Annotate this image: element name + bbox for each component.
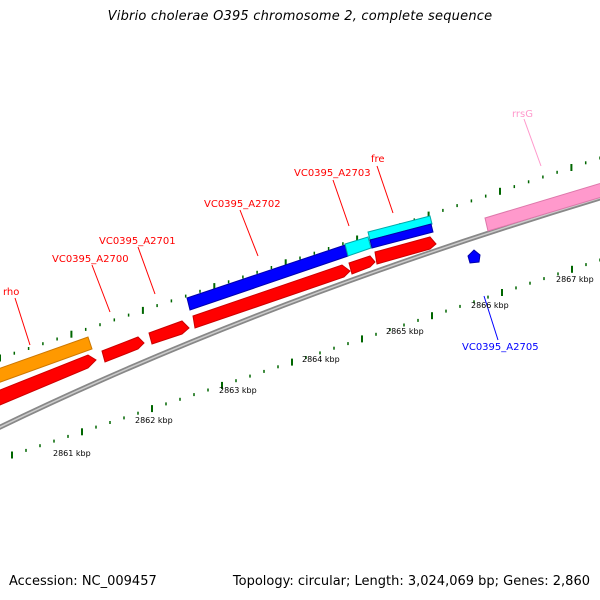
gene-label-fre[interactable]: fre xyxy=(371,154,385,165)
gene-feature-a2703-cds[interactable] xyxy=(348,255,376,275)
gene-feature-rrsG[interactable] xyxy=(484,182,600,232)
inner-tick-row xyxy=(11,258,600,459)
outer-track-genes xyxy=(0,182,600,384)
gene-feature-a2701[interactable] xyxy=(148,320,190,345)
gene-feature-fre-cds[interactable] xyxy=(374,236,437,265)
gene-label-a2703[interactable]: VC0395_A2703 xyxy=(294,168,371,179)
gene-feature-fre-reverse[interactable] xyxy=(369,223,434,249)
kbp-label-2862: 2862 kbp xyxy=(135,416,173,425)
kbp-label-2864: 2864 kbp xyxy=(302,355,340,364)
kbp-label-2863: 2863 kbp xyxy=(219,386,257,395)
map-title: Vibrio cholerae O395 chromosome 2, compl… xyxy=(107,9,493,24)
gene-feature-a2703[interactable] xyxy=(344,236,372,257)
kbp-label-2865: 2865 kbp xyxy=(386,327,424,336)
gene-label-rho[interactable]: rho xyxy=(3,287,19,298)
gene-label-a2705[interactable]: VC0395_A2705 xyxy=(462,342,539,353)
gene-label-a2701[interactable]: VC0395_A2701 xyxy=(99,236,176,247)
gene-feature-rho[interactable] xyxy=(0,336,93,384)
chromosome-backbone-highlight xyxy=(0,197,600,428)
accession-text: Accession: NC_009457 xyxy=(9,574,157,589)
gene-leader-lines xyxy=(14,118,542,346)
gene-label-a2700[interactable]: VC0395_A2700 xyxy=(52,254,129,265)
gene-label-rrsG[interactable]: rrsG xyxy=(512,109,533,120)
gene-feature-a2702-cds[interactable] xyxy=(192,264,351,329)
gene-feature-rho-cds[interactable] xyxy=(0,354,97,407)
sequence-summary-text: Topology: circular; Length: 3,024,069 bp… xyxy=(232,574,590,589)
kbp-label-2861: 2861 kbp xyxy=(53,449,91,458)
kbp-label-2866: 2866 kbp xyxy=(471,301,509,310)
chromosome-backbone xyxy=(0,195,600,430)
forward-strand-genes xyxy=(0,236,437,407)
gene-feature-a2700[interactable] xyxy=(101,336,145,363)
gene-feature-fre[interactable] xyxy=(367,215,433,241)
gene-label-a2702[interactable]: VC0395_A2702 xyxy=(204,199,281,210)
kbp-scale-labels: 2861 kbp 2862 kbp 2863 kbp 2864 kbp 2865… xyxy=(53,275,594,458)
gene-feature-a2705[interactable] xyxy=(467,249,481,264)
kbp-label-2867: 2867 kbp xyxy=(556,275,594,284)
outer-tick-row xyxy=(0,156,600,362)
gene-labels: rho VC0395_A2700 VC0395_A2701 VC0395_A27… xyxy=(3,109,539,353)
